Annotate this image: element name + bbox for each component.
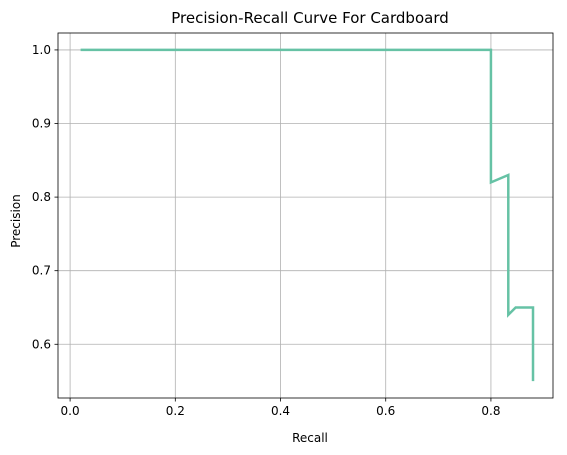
y-tick-label: 0.8 xyxy=(32,190,51,204)
x-tick-label: 0.6 xyxy=(376,404,395,418)
x-tick-label: 0.0 xyxy=(61,404,80,418)
series-layer xyxy=(80,48,535,382)
precision-recall-line xyxy=(80,48,535,382)
y-tick-label: 0.7 xyxy=(32,264,51,278)
plot-frame xyxy=(57,32,554,399)
x-axis-label: Recall xyxy=(292,431,328,445)
y-axis-label: Precision xyxy=(9,194,23,248)
y-tick-label: 0.6 xyxy=(32,337,51,351)
x-tick-label: 0.2 xyxy=(166,404,185,418)
y-tick-label: 1.0 xyxy=(32,43,51,57)
y-tick-label: 0.9 xyxy=(32,117,51,131)
x-tick-label: 0.4 xyxy=(271,404,290,418)
tick-layer: 0.0 0.2 0.4 0.6 0.8 0.6 0.7 0.8 0.9 1.0 xyxy=(32,43,501,418)
grid-layer xyxy=(58,33,553,398)
chart-title: Precision-Recall Curve For Cardboard xyxy=(171,9,449,27)
x-tick-label: 0.8 xyxy=(481,404,500,418)
